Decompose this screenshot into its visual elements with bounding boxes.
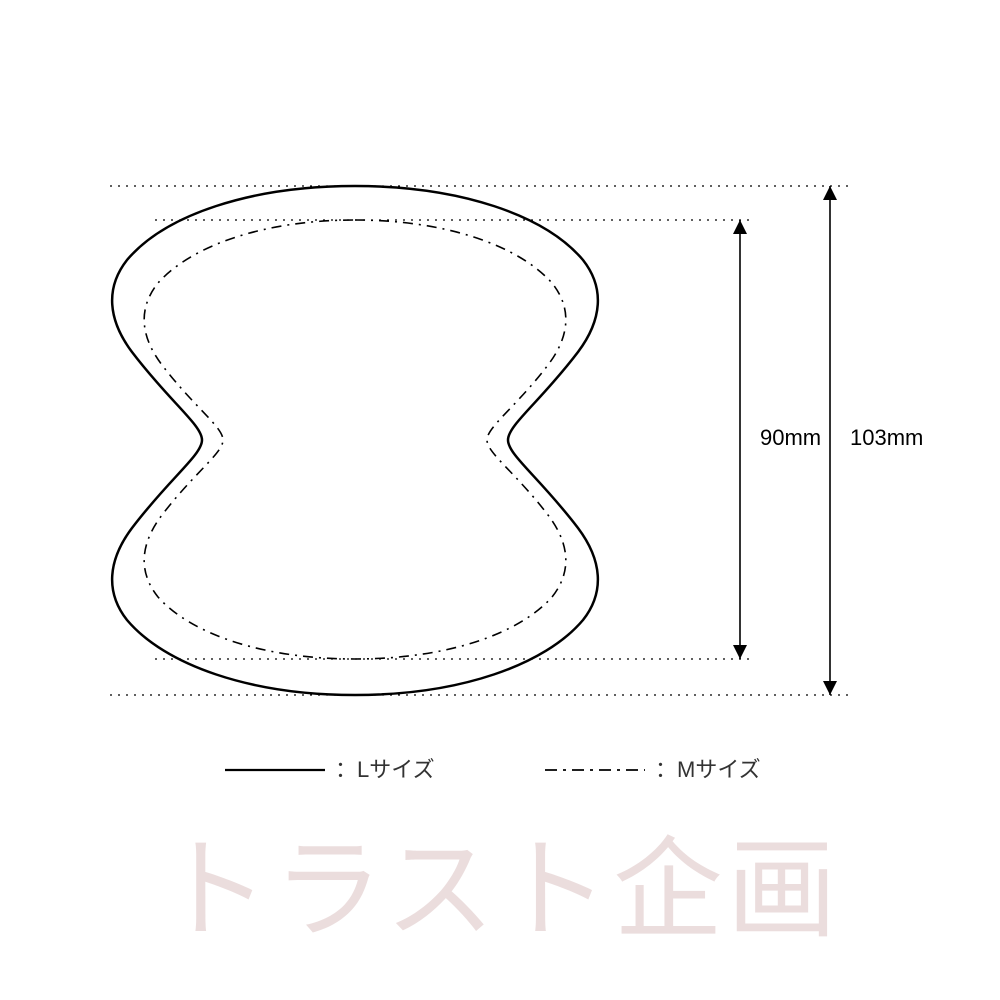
technical-diagram: 90mm 103mm ：Lサイズ ：Mサイズ — [0, 0, 1000, 1000]
legend-dashed-label: ：Mサイズ — [655, 757, 761, 782]
shape-M-size — [144, 220, 566, 659]
dim-inner-label: 90mm — [760, 425, 821, 450]
dim-inner-arrow-top — [733, 220, 747, 234]
dim-outer-label: 103mm — [850, 425, 923, 450]
legend-solid-label: ：Lサイズ — [335, 757, 435, 782]
dim-outer-arrow-top — [823, 186, 837, 200]
shape-L-size — [112, 186, 598, 695]
dim-outer-arrow-bottom — [823, 681, 837, 695]
dim-inner-arrow-bottom — [733, 645, 747, 659]
